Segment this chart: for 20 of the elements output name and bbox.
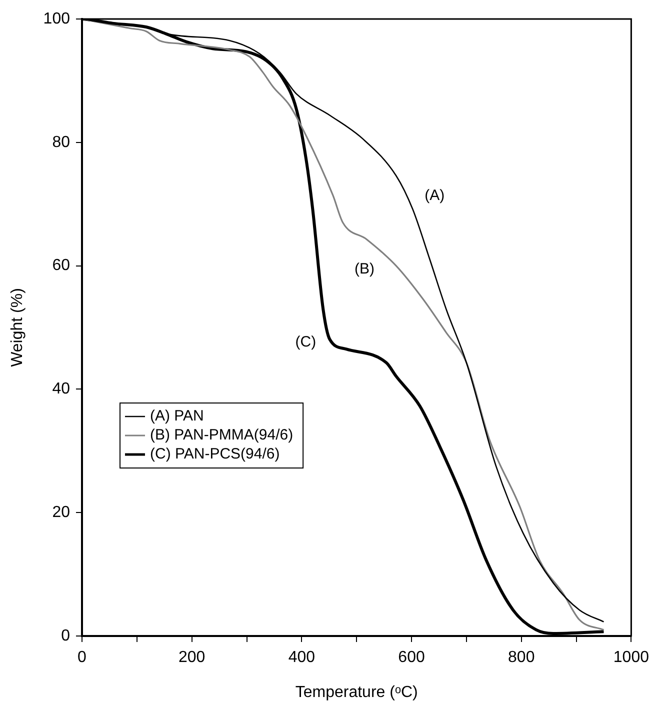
y-axis-title: Weight (%)	[9, 288, 26, 367]
x-tick-label: 1000	[613, 649, 650, 666]
legend-label: (B) PAN-PMMA(94/6)	[150, 426, 294, 444]
x-tick-label: 200	[178, 649, 206, 666]
x-axis-title: Temperature (ᵒC)	[295, 684, 418, 701]
y-tick-label: 20	[52, 504, 70, 522]
annotation: (C)	[295, 333, 316, 350]
legend-label: (A) PAN	[150, 408, 204, 425]
y-tick-label: 40	[52, 380, 70, 398]
x-tick-label: 800	[508, 649, 535, 666]
y-tick-label: 60	[52, 257, 70, 274]
x-tick-label: 0	[78, 649, 87, 666]
x-tick-label: 400	[288, 649, 316, 666]
y-tick-label: 100	[43, 10, 70, 28]
annotation: (B)	[354, 260, 374, 278]
annotation: (A)	[424, 187, 445, 204]
y-tick-label: 80	[52, 134, 70, 151]
x-tick-label: 600	[398, 649, 425, 666]
y-tick-label: 0	[61, 627, 70, 644]
legend-label: (C) PAN-PCS(94/6)	[150, 446, 280, 463]
